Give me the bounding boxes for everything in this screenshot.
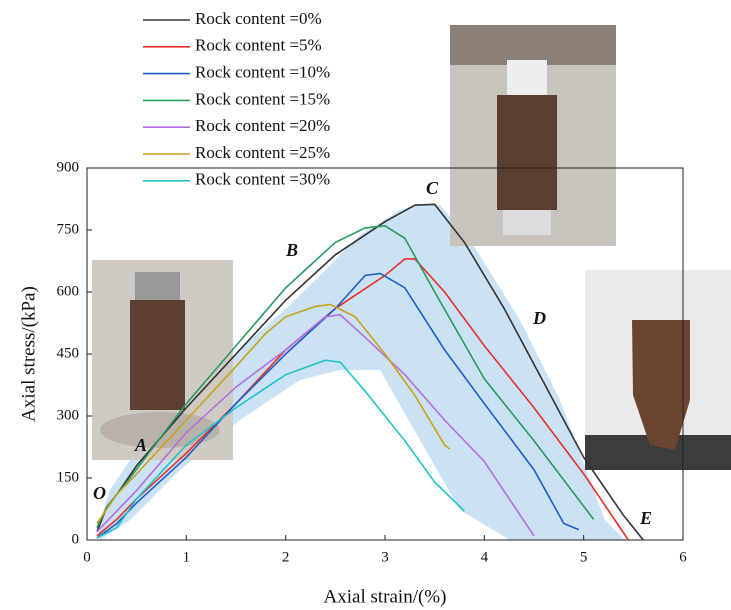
y-axis-title: Axial stress/(kPa) [18, 286, 39, 422]
x-tick-label: 4 [481, 549, 489, 565]
x-axis-title: Axial strain/(%) [324, 586, 447, 607]
series-line [96, 225, 595, 528]
annotation: B [285, 240, 298, 260]
y-tick-label: 900 [57, 159, 80, 175]
series-line [96, 303, 451, 524]
x-tick-label: 1 [183, 549, 191, 565]
photo [450, 25, 616, 246]
legend-label: Rock content =30% [195, 170, 330, 189]
annotation: O [93, 483, 106, 503]
series-line [96, 359, 466, 539]
annotation: A [134, 435, 147, 455]
series-line [96, 203, 644, 541]
photo [92, 260, 233, 460]
legend-label: Rock content =0% [195, 9, 322, 28]
y-tick-label: 450 [57, 345, 80, 361]
x-tick-label: 2 [282, 549, 290, 565]
legend-label: Rock content =20% [195, 116, 330, 135]
legend-label: Rock content =5% [195, 36, 322, 55]
x-tick-label: 0 [83, 549, 91, 565]
series-line [96, 313, 535, 537]
x-tick-label: 6 [679, 549, 687, 565]
y-tick-label: 750 [57, 221, 80, 237]
annotation: E [639, 508, 652, 528]
series-line [96, 272, 580, 539]
x-tick-label: 5 [580, 549, 588, 565]
photo [585, 270, 731, 470]
annotation: C [426, 178, 439, 198]
y-tick-label: 300 [57, 407, 80, 423]
y-tick-label: 0 [72, 531, 80, 547]
y-tick-label: 150 [57, 469, 80, 485]
x-tick-label: 3 [381, 549, 389, 565]
legend-label: Rock content =10% [195, 63, 330, 82]
y-tick-label: 600 [57, 283, 80, 299]
annotation: D [532, 308, 546, 328]
legend-label: Rock content =25% [195, 143, 330, 162]
legend-label: Rock content =15% [195, 89, 330, 108]
